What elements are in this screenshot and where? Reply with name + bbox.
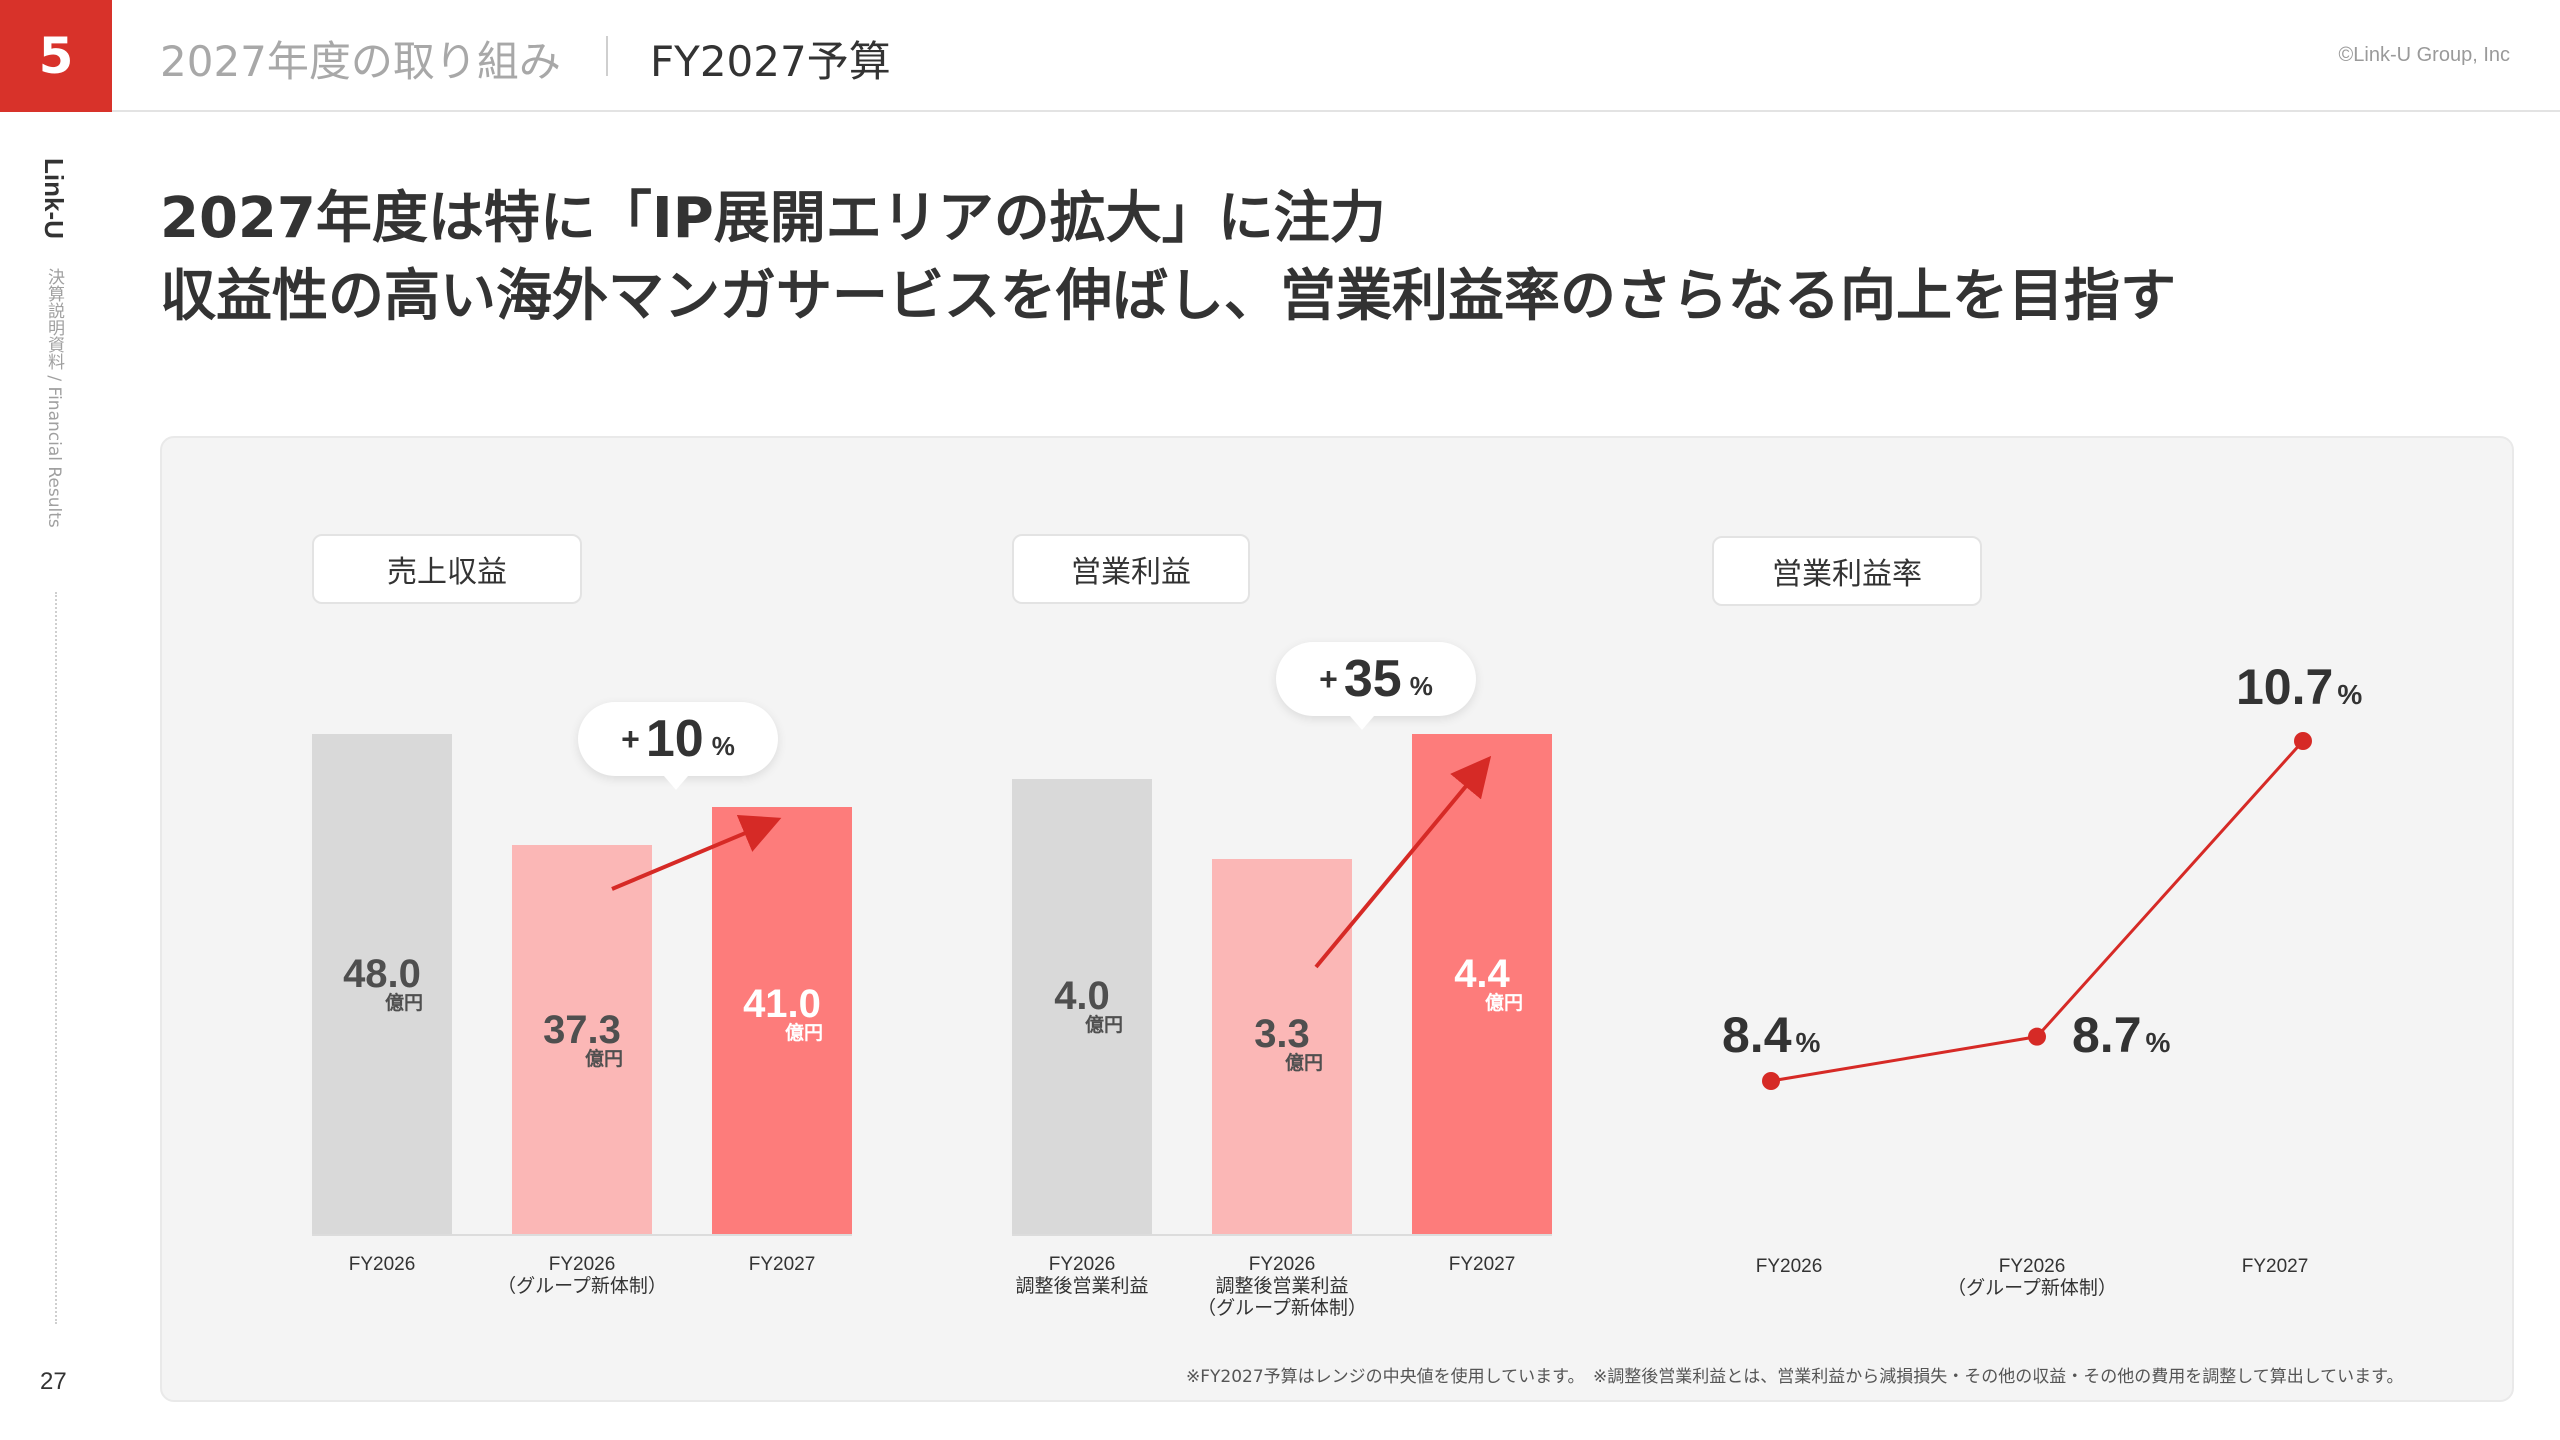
chart-title-operating-margin: 営業利益率 (1712, 536, 1982, 606)
bar-unit-label: 億円 (1284, 1052, 1323, 1074)
margin-value-label: 10.7% (2236, 658, 2362, 716)
breadcrumb-separator (606, 36, 608, 76)
category-label: FY2026 (348, 1254, 416, 1275)
header-divider (112, 110, 2560, 112)
category-label: FY2026 (1755, 1256, 1823, 1277)
chart-title-operating-profit: 営業利益 (1012, 534, 1250, 604)
sidebar-divider (55, 592, 57, 1324)
margin-value: 10.7 (2236, 659, 2334, 715)
growth-percent-sign: % (711, 730, 735, 761)
data-point (1762, 1072, 1780, 1090)
bar-value-label: 4.4 (1454, 952, 1510, 996)
bar: 4.0 億円 (1012, 779, 1152, 1234)
bar: 3.3 億円 (1212, 859, 1352, 1234)
copyright: ©Link-U Group, Inc (2338, 44, 2510, 66)
bubble-tail (664, 776, 688, 790)
footnote: ※FY2027予算はレンジの中央値を使用しています。 ※調整後営業利益とは、営業… (1186, 1367, 2404, 1387)
category-label: FY2027 (2241, 1256, 2309, 1277)
section-number: 5 (0, 0, 112, 112)
category-label: FY2026 （グループ新体制） (1947, 1256, 2117, 1299)
brand-logo: Link-U (39, 158, 69, 239)
bar-value-label: 4.0 (1054, 974, 1110, 1018)
bar: 37.3 億円 (512, 845, 652, 1234)
bar-unit-label: 億円 (384, 992, 423, 1014)
margin-percent-sign: % (2337, 679, 2363, 710)
headline-line-1: 2027年度は特に「IP展開エリアの拡大」に注力 (160, 186, 1386, 251)
growth-arrow (611, 814, 782, 891)
growth-value: 35 (1343, 650, 1402, 708)
growth-plus-sign: + (1319, 660, 1338, 697)
headline: 2027年度は特に「IP展開エリアの拡大」に注力 収益性の高い海外マンガサービス… (160, 180, 2176, 336)
category-label: FY2026 （グループ新体制） (497, 1254, 667, 1297)
chart-title-revenue: 売上収益 (312, 534, 582, 604)
bar: 48.0 億円 (312, 734, 452, 1234)
margin-value: 8.4 (1722, 1007, 1792, 1063)
chart-baseline (312, 1234, 852, 1236)
growth-percent-sign: % (1409, 670, 1433, 701)
category-label: FY2026 調整後営業利益 （グループ新体制） (1197, 1254, 1367, 1319)
category-label: FY2026 調整後営業利益 (1015, 1254, 1149, 1297)
sidebar-subtitle: 決算説明資料 / Financial Results (44, 268, 64, 528)
margin-value-label: 8.7% (2072, 1006, 2170, 1064)
data-point (2028, 1027, 2046, 1046)
bar-value-label: 48.0 (343, 952, 421, 996)
category-label: FY2027 (1448, 1254, 1516, 1275)
bar-unit-label: 億円 (784, 1022, 823, 1044)
bar-value-label: 3.3 (1254, 1012, 1310, 1056)
data-point (2294, 732, 2312, 750)
growth-bubble: +35% (1276, 642, 1476, 716)
bar-value-label: 41.0 (743, 982, 821, 1026)
margin-percent-sign: % (1795, 1027, 1821, 1058)
bar-value-label: 37.3 (543, 1008, 621, 1052)
growth-bubble: +10% (578, 702, 778, 776)
category-label: FY2027 (748, 1254, 816, 1275)
bar: 41.0 億円 (712, 807, 852, 1234)
margin-value: 8.7 (2072, 1007, 2142, 1063)
growth-arrow (1314, 755, 1492, 969)
bar: 4.4 億円 (1412, 734, 1552, 1234)
page-title: FY2027予算 (650, 37, 891, 86)
breadcrumb: 2027年度の取り組み (160, 37, 561, 86)
growth-plus-sign: + (621, 720, 640, 757)
bar-unit-label: 億円 (584, 1048, 623, 1070)
bubble-tail (1350, 716, 1374, 730)
growth-value: 10 (645, 710, 704, 768)
bar-unit-label: 億円 (1084, 1014, 1123, 1036)
page-number: 27 (40, 1368, 67, 1395)
bar-unit-label: 億円 (1484, 992, 1523, 1014)
margin-value-label: 8.4% (1722, 1006, 1820, 1064)
margin-percent-sign: % (2145, 1027, 2171, 1058)
chart-baseline (1012, 1234, 1552, 1236)
headline-line-2: 収益性の高い海外マンガサービスを伸ばし、営業利益率のさらなる向上を目指す (160, 264, 2176, 329)
